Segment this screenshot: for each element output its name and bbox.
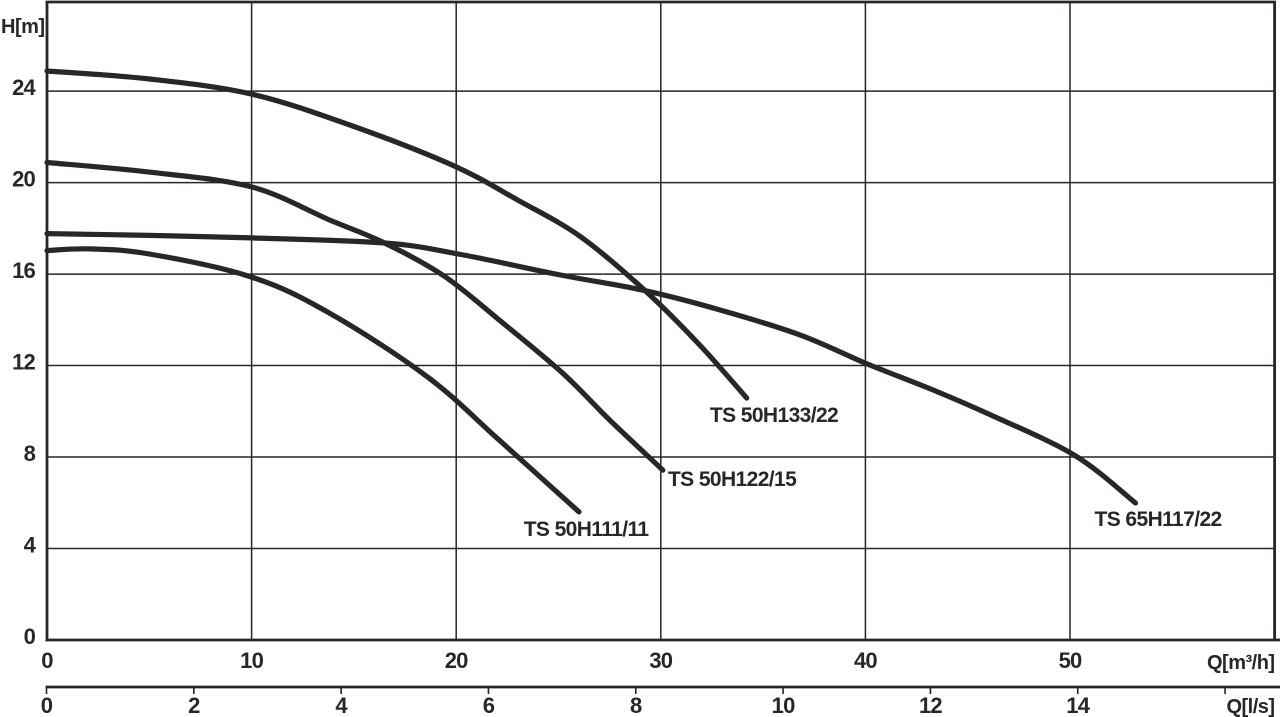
x-tick-label: 50 [1059,648,1082,673]
curve-label-ts-65h117-22: TS 65H117/22 [1095,508,1222,531]
x2-tick-label: 8 [630,693,642,717]
curve-ts-50h133-22 [44,68,750,401]
curve-ts-65h117-22 [44,231,1139,506]
x2-tick-label: 2 [188,693,200,717]
y-tick-label: 8 [24,441,36,466]
y-tick-label: 12 [12,350,35,375]
x-tick-label: 20 [445,648,468,673]
x-axis-title: Q[m³/h] [1207,652,1275,674]
x2-tick-label: 6 [483,693,495,717]
curve-label-ts-50h111-11: TS 50H111/11 [524,518,650,541]
x-tick-label: 30 [649,648,672,673]
y-tick-label: 20 [12,167,35,192]
x2-tick-label: 4 [335,693,348,717]
x-tick-label: 40 [854,648,877,673]
x2-tick-label: 10 [772,693,795,717]
x2-tick-label: 12 [919,693,942,717]
y-axis-title: H[m] [1,16,45,38]
y-tick-label: 0 [24,624,36,649]
curve-ts-50h111-11 [44,246,582,515]
y-tick-label: 16 [12,258,35,283]
curve-ts-50h122-15 [44,159,666,473]
curve-label-ts-50h122-15: TS 50H122/15 [668,468,797,491]
y-tick-label: 24 [12,75,36,100]
x2-tick-label: 0 [41,693,53,717]
x-tick-label: 0 [41,648,53,673]
y-tick-label: 4 [24,533,37,558]
x2-axis-title: Q[l/s] [1226,696,1274,717]
x2-tick-label: 14 [1066,693,1090,717]
x-tick-label: 10 [240,648,263,673]
curve-label-ts-50h133-22: TS 50H133/22 [710,404,838,427]
